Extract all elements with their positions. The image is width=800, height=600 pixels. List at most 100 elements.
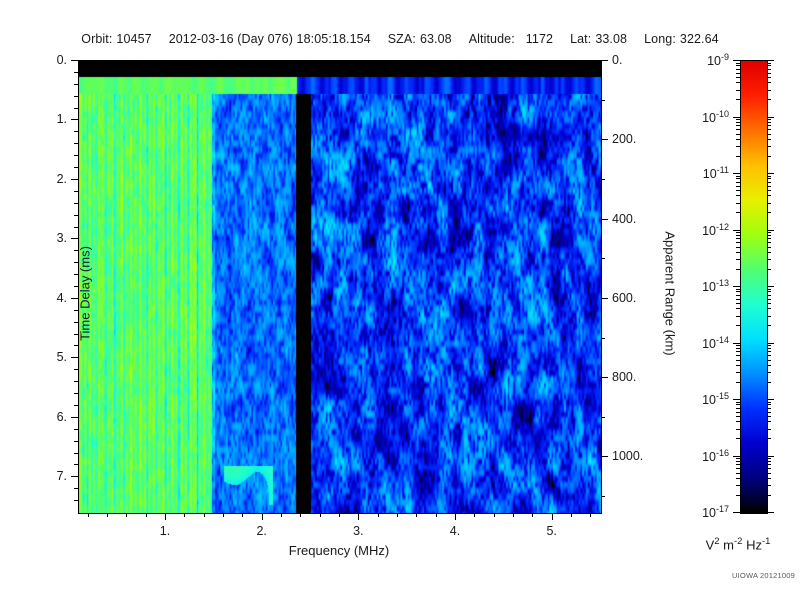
- y-axis-left-tick-label: 2.: [56, 171, 67, 186]
- colorbar-tick-major: [733, 456, 740, 457]
- colorbar-tick-label: 10-9: [707, 51, 729, 69]
- colorbar-tick-label: 10-12: [702, 221, 729, 238]
- x-axis-tick-major: [262, 513, 263, 520]
- colorbar-tick-label: 10-17: [702, 503, 729, 521]
- colorbar-tick-minor: [736, 458, 740, 459]
- colorbar-tick-major: [767, 60, 774, 61]
- colorbar-tick-minor: [736, 464, 740, 465]
- x-axis-tick-minor: [223, 513, 224, 517]
- colorbar-tick-minor: [767, 316, 771, 317]
- header-orbit: Orbit: 10457: [81, 32, 151, 46]
- y-axis-left-tick-minor: [74, 405, 78, 406]
- x-axis-tick-minor: [532, 513, 533, 517]
- colorbar-tick-minor: [736, 308, 740, 309]
- y-axis-right-tick-label: 200.: [612, 132, 637, 147]
- colorbar-tick-minor: [767, 65, 771, 66]
- y-axis-right-tick-label: 600.: [612, 290, 637, 305]
- colorbar-tick-minor: [767, 351, 771, 352]
- colorbar-tick-minor: [736, 178, 740, 179]
- colorbar-tick-minor: [736, 190, 740, 191]
- x-axis-title: Frequency (MHz): [288, 543, 390, 558]
- colorbar-tick-minor: [767, 99, 771, 100]
- x-axis-tick-minor: [378, 513, 379, 517]
- header-long-value: 322.64: [679, 32, 719, 46]
- colorbar-tick-minor: [767, 365, 771, 366]
- colorbar-tick-minor: [767, 295, 771, 296]
- colorbar-tick-minor: [767, 125, 771, 126]
- y-axis-left-tick-minor: [74, 96, 78, 97]
- colorbar-tick-label: 10-13: [702, 277, 729, 295]
- colorbar-tick-minor: [736, 382, 740, 383]
- colorbar-tick-minor: [736, 69, 740, 70]
- colorbar-tick-major: [767, 173, 774, 174]
- colorbar-tick-minor: [767, 360, 771, 361]
- credit-text: UIOWA 20121009: [732, 571, 795, 580]
- colorbar-tick-minor: [767, 139, 771, 140]
- colorbar-tick-minor: [767, 402, 771, 403]
- y-axis-left-tick-label: 0.: [56, 53, 67, 67]
- colorbar-tick-minor: [767, 232, 771, 233]
- colorbar-tick-minor: [767, 372, 771, 373]
- colorbar-tick-minor: [736, 122, 740, 123]
- colorbar-tick-minor: [736, 468, 740, 469]
- header-lat-value: 33.08: [595, 32, 628, 46]
- header-altitude: Altitude: 1172: [469, 32, 553, 46]
- colorbar-tick-minor: [736, 473, 740, 474]
- colorbar-tick-minor: [767, 416, 771, 417]
- colorbar-tick-minor: [736, 438, 740, 439]
- colorbar-tick-label: 10-15: [702, 390, 729, 408]
- y-axis-left-tick-minor: [74, 155, 78, 156]
- y-axis-right-tick-major: [601, 60, 608, 61]
- header-sza-label: SZA:: [387, 32, 416, 46]
- x-axis-tick-major: [455, 513, 456, 520]
- colorbar-tick-minor: [767, 308, 771, 309]
- y-axis-left-tick-minor: [74, 464, 78, 465]
- y-axis-left-tick-minor: [74, 369, 78, 370]
- colorbar-tick-minor: [736, 345, 740, 346]
- colorbar-tick-minor: [767, 90, 771, 91]
- colorbar-tick-major: [767, 456, 774, 457]
- header-datetime: 2012-03-16 (Day 076) 18:05:18.154: [169, 32, 371, 46]
- x-axis-tick-minor: [300, 513, 301, 517]
- colorbar-tick-minor: [767, 235, 771, 236]
- colorbar-tick-minor: [736, 461, 740, 462]
- y-axis-right-tick-major: [601, 139, 608, 140]
- y-axis-right-tick-label: 400.: [612, 211, 637, 226]
- header-altitude-label: Altitude:: [468, 32, 515, 46]
- y-axis-left-tick-minor: [74, 453, 78, 454]
- x-axis-tick-major: [358, 513, 359, 520]
- spectrogram-canvas: [79, 61, 601, 513]
- y-axis-left-tick-minor: [74, 143, 78, 144]
- colorbar-tick-minor: [736, 129, 740, 130]
- colorbar-tick-minor: [736, 495, 740, 496]
- y-axis-left-tick-label: 5.: [56, 350, 67, 365]
- colorbar-tick-minor: [767, 156, 771, 157]
- colorbar-tick-minor: [736, 247, 740, 248]
- colorbar-tick-minor: [736, 232, 740, 233]
- colorbar-tick-minor: [767, 82, 771, 83]
- colorbar-tick-minor: [767, 464, 771, 465]
- colorbar-tick-minor: [736, 421, 740, 422]
- y-axis-left-tick-label: 3.: [56, 231, 67, 246]
- colorbar-tick-minor: [736, 90, 740, 91]
- colorbar-tick-minor: [767, 259, 771, 260]
- colorbar-tick-minor: [736, 351, 740, 352]
- colorbar-tick-minor: [736, 348, 740, 349]
- colorbar-tick-minor: [736, 416, 740, 417]
- colorbar-gradient: [741, 61, 767, 513]
- colorbar-tick-minor: [736, 73, 740, 74]
- colorbar-tick-label: 10-16: [702, 447, 729, 464]
- x-axis-tick-major: [165, 513, 166, 520]
- colorbar-tick-minor: [736, 429, 740, 430]
- y-axis-right-title: Apparent Range (km): [662, 231, 678, 356]
- colorbar-tick-minor: [736, 478, 740, 479]
- colorbar-tick-minor: [767, 468, 771, 469]
- colorbar-tick-minor: [767, 119, 771, 120]
- colorbar-tick-minor: [736, 252, 740, 253]
- colorbar-tick-minor: [767, 348, 771, 349]
- colorbar-tick-minor: [736, 365, 740, 366]
- y-axis-right-tick-label: 1000.: [612, 449, 644, 464]
- spectrogram-plot-area: [78, 60, 602, 514]
- y-axis-left-tick-minor: [74, 429, 78, 430]
- y-axis-right-tick-minor: [601, 417, 605, 418]
